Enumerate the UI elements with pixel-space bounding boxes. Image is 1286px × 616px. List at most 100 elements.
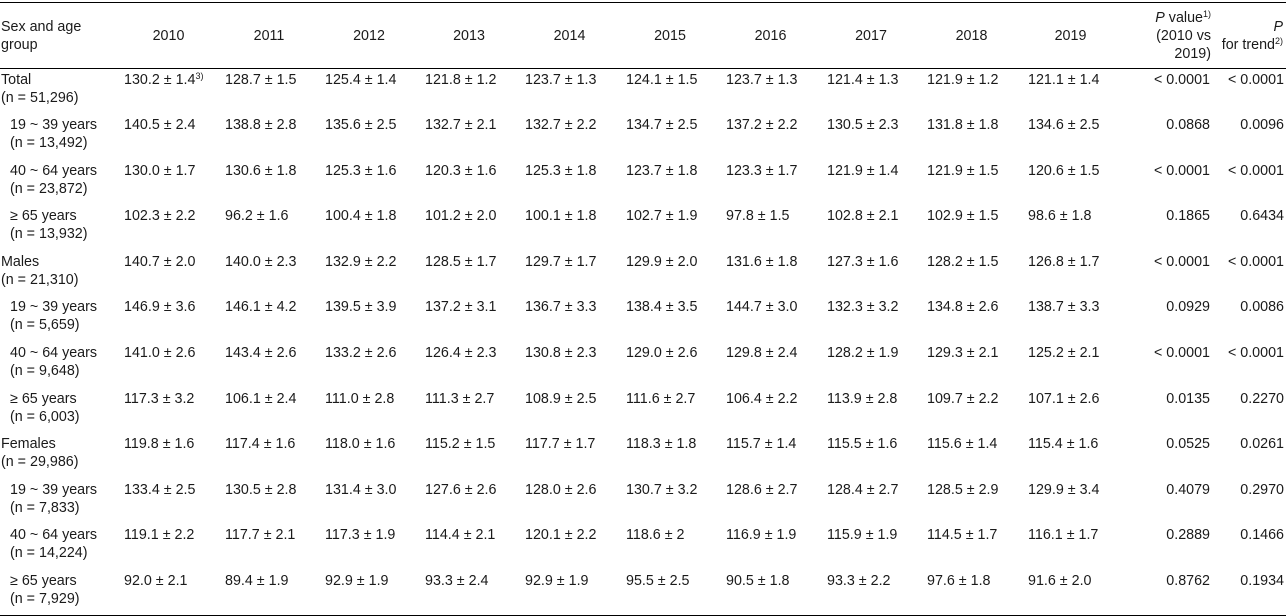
table-row: ≥ 65 years (n = 13,932) 102.3 ± 2.2 96.2 ± … (0, 205, 1286, 251)
value-text: 144.7 ± 3.0 (726, 299, 798, 316)
value-cell: 101.2 ± 2.0 (419, 205, 519, 251)
value-cell: 123.7 ± 1.8 (620, 160, 720, 206)
p-trend-cell: 0.2270 (1240, 390, 1284, 407)
value-text: 121.9 ± 1.5 (927, 162, 999, 179)
value-cell: 128.2 ± 1.5 (921, 251, 1022, 297)
value-cell: 118.3 ± 1.8 (620, 433, 720, 479)
value-cell: 132.7 ± 2.1 (419, 114, 519, 160)
value-text: 132.7 ± 2.1 (425, 117, 497, 134)
p-trend-cell: < 0.0001 (1227, 253, 1284, 270)
row-label: 19 ~ 39 years (n = 13,492) (0, 114, 118, 160)
value-text: 129.9 ± 3.4 (1028, 481, 1100, 498)
p-value-cell: 0.4079 (1166, 481, 1210, 498)
value-cell: 111.3 ± 2.7 (419, 388, 519, 434)
value-text: 125.3 ± 1.8 (525, 162, 597, 179)
value-cell: 90.5 ± 1.8 (720, 570, 821, 616)
value-cell: 128.6 ± 2.7 (720, 479, 821, 525)
table-row: ≥ 65 years (n = 7,929) 92.0 ± 2.1 89.4 ± 1.… (0, 570, 1286, 616)
value-cell: 116.9 ± 1.9 (720, 524, 821, 570)
value-cell: 92.9 ± 1.9 (319, 570, 419, 616)
value-cell: 129.9 ± 3.4 (1022, 479, 1119, 525)
p-trend-cell: 0.6434 (1240, 208, 1284, 225)
value-text: 106.1 ± 2.4 (225, 390, 297, 407)
value-text: 146.9 ± 3.6 (124, 299, 196, 316)
value-cell: 97.8 ± 1.5 (720, 205, 821, 251)
p-value-cell: < 0.0001 (1153, 162, 1210, 179)
value-text: 130.8 ± 2.3 (525, 345, 597, 362)
year-header: 2015 (620, 2, 720, 69)
value-text: 128.0 ± 2.6 (525, 481, 597, 498)
value-text: 128.2 ± 1.9 (827, 345, 899, 362)
value-text: 97.8 ± 1.5 (726, 208, 790, 225)
table-row: 19 ~ 39 years (n = 5,659) 146.9 ± 3.6 146.1… (0, 296, 1286, 342)
value-text: 98.6 ± 1.8 (1028, 208, 1092, 225)
p-value-cell: 0.0868 (1166, 117, 1210, 134)
value-text: 100.4 ± 1.8 (325, 208, 397, 225)
value-text: 132.9 ± 2.2 (325, 253, 397, 270)
value-text: 132.7 ± 2.2 (525, 117, 597, 134)
value-text: 100.1 ± 1.8 (525, 208, 597, 225)
p-trend-cell: 0.0261 (1240, 436, 1284, 453)
pvalue-range: (2010 vs 2019) (1156, 27, 1211, 62)
value-cell: 140.0 ± 2.3 (219, 251, 319, 297)
value-cell: 138.4 ± 3.5 (620, 296, 720, 342)
value-text: 92.9 ± 1.9 (525, 573, 589, 590)
value-cell: 119.8 ± 1.6 (118, 433, 219, 479)
trend-footnote-marker: 2) (1274, 35, 1283, 46)
value-cell: 121.4 ± 1.3 (821, 69, 921, 115)
value-cell: 115.2 ± 1.5 (419, 433, 519, 479)
value-cell: 115.7 ± 1.4 (720, 433, 821, 479)
value-cell: 125.3 ± 1.6 (319, 160, 419, 206)
p-value-cell: 0.8762 (1119, 570, 1214, 616)
pvalue-p-label: P (1155, 9, 1165, 26)
value-cell: 131.4 ± 3.0 (319, 479, 419, 525)
value-cell: 137.2 ± 3.1 (419, 296, 519, 342)
value-cell: 129.8 ± 2.4 (720, 342, 821, 388)
value-cell: 132.7 ± 2.2 (519, 114, 620, 160)
value-cell: 127.3 ± 1.6 (821, 251, 921, 297)
value-text: 125.2 ± 2.1 (1028, 345, 1100, 362)
value-text: 128.7 ± 1.5 (225, 72, 297, 88)
p-trend-cell: 0.1934 (1214, 570, 1286, 616)
value-text: 92.0 ± 2.1 (124, 573, 188, 590)
value-text: 117.3 ± 1.9 (325, 527, 396, 544)
value-cell: 121.9 ± 1.4 (821, 160, 921, 206)
year-header: 2016 (720, 2, 821, 69)
value-cell: 143.4 ± 2.6 (219, 342, 319, 388)
value-text: 123.3 ± 1.7 (726, 162, 798, 179)
value-cell: 123.3 ± 1.7 (720, 160, 821, 206)
value-text: 121.1 ± 1.4 (1028, 72, 1100, 88)
p-trend-cell: 0.0086 (1240, 299, 1284, 316)
value-cell: 117.4 ± 1.6 (219, 433, 319, 479)
value-cell: 141.0 ± 2.6 (118, 342, 219, 388)
year-header: 2013 (419, 2, 519, 69)
p-trend-cell: < 0.0001 (1227, 162, 1284, 179)
value-cell: 113.9 ± 2.8 (821, 388, 921, 434)
group-name: 40 ~ 64 years (10, 345, 98, 362)
group-name: 19 ~ 39 years (10, 117, 98, 134)
value-cell: 133.4 ± 2.5 (118, 479, 219, 525)
value-cell: 106.1 ± 2.4 (219, 388, 319, 434)
value-cell: 96.2 ± 1.6 (219, 205, 319, 251)
value-text: 129.3 ± 2.1 (927, 345, 999, 362)
value-cell: 119.1 ± 2.2 (118, 524, 219, 570)
value-text: 113.9 ± 2.8 (827, 390, 898, 407)
value-text: 124.1 ± 1.5 (626, 72, 698, 88)
value-text: 133.2 ± 2.6 (325, 345, 397, 362)
value-text: 121.8 ± 1.2 (425, 72, 497, 88)
value-text: 97.6 ± 1.8 (927, 573, 991, 590)
group-name: 19 ~ 39 years (10, 481, 98, 498)
value-cell: 114.4 ± 2.1 (419, 524, 519, 570)
pvalue-text: value (1164, 9, 1203, 26)
value-text: 107.1 ± 2.6 (1028, 390, 1100, 407)
table-row: 19 ~ 39 years (n = 7,833) 133.4 ± 2.5 130.5… (0, 479, 1286, 525)
value-cell: 134.8 ± 2.6 (921, 296, 1022, 342)
value-cell: 116.1 ± 1.7 (1022, 524, 1119, 570)
sample-size: (n = 6,003) (10, 408, 80, 425)
value-text: 101.2 ± 2.0 (425, 208, 497, 225)
value-text: 102.7 ± 1.9 (626, 208, 698, 225)
value-cell: 130.5 ± 2.3 (821, 114, 921, 160)
trend-p-label: P (1273, 18, 1283, 35)
